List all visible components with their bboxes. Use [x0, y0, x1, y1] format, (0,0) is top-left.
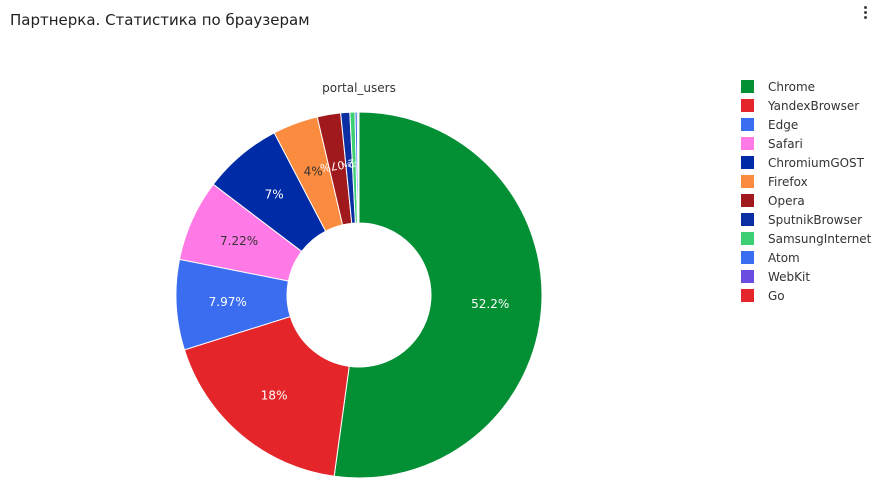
slice-label-chrome: 52.2% — [471, 297, 509, 311]
legend-label: ChromiumGOST — [768, 155, 865, 170]
legend-item-yandexbrowser[interactable]: YandexBrowser — [741, 96, 871, 115]
legend-label: Firefox — [768, 174, 808, 189]
legend-swatch — [741, 80, 754, 93]
legend-swatch — [741, 270, 754, 283]
slice-group — [175, 111, 543, 479]
slice-label-firefox: 4% — [304, 165, 323, 179]
slice-label-opera: 2.07% — [319, 156, 356, 175]
slice-chrome[interactable] — [333, 111, 543, 479]
legend-item-safari[interactable]: Safari — [741, 134, 871, 153]
legend-item-go[interactable]: Go — [741, 286, 871, 305]
legend-label: WebKit — [768, 269, 811, 284]
legend-label: SputnikBrowser — [768, 212, 863, 227]
legend-item-chromiumgost[interactable]: ChromiumGOST — [741, 153, 871, 172]
legend-item-opera[interactable]: Opera — [741, 191, 871, 210]
chart-legend: Chrome YandexBrowser Edge Safari ChromiumGOS… — [741, 77, 871, 305]
legend-label: Go — [768, 288, 785, 303]
slice-label-edge: 7.97% — [209, 295, 247, 309]
legend-item-edge[interactable]: Edge — [741, 115, 871, 134]
panel-title: Партнерка. Статистика по браузерам — [10, 11, 310, 29]
slice-label-chromiumgost: 7% — [265, 188, 284, 202]
legend-swatch — [741, 251, 754, 264]
legend-swatch — [741, 175, 754, 188]
legend-label: Edge — [768, 117, 799, 132]
slice-yandexbrowser[interactable] — [183, 315, 350, 477]
legend-item-sputnikbrowser[interactable]: SputnikBrowser — [741, 210, 871, 229]
legend-swatch — [741, 137, 754, 150]
slice-go[interactable] — [357, 111, 360, 224]
legend-item-samsunginternet[interactable]: SamsungInternet — [741, 229, 871, 248]
chart-title: portal_users — [322, 81, 396, 95]
legend-swatch — [741, 156, 754, 169]
label-group: 52.2% 18% 7.97% 7.22% 7% 4%2.07%0.8% — [209, 156, 510, 402]
legend-item-chrome[interactable]: Chrome — [741, 77, 871, 96]
legend-label: Chrome — [768, 79, 816, 94]
slice-label-safari: 7.22% — [220, 234, 258, 248]
legend-swatch — [741, 289, 754, 302]
legend-item-firefox[interactable]: Firefox — [741, 172, 871, 191]
legend-swatch — [741, 194, 754, 207]
legend-label: SamsungInternet — [768, 231, 872, 246]
legend-swatch — [741, 118, 754, 131]
vertical-dots-icon[interactable] — [858, 4, 872, 24]
legend-swatch — [741, 213, 754, 226]
legend-label: YandexBrowser — [768, 98, 860, 113]
legend-label: Atom — [768, 250, 800, 265]
legend-item-atom[interactable]: Atom — [741, 248, 871, 267]
legend-swatch — [741, 232, 754, 245]
legend-label: Opera — [768, 193, 805, 208]
slice-label-sputnikbrowser: 0.8% — [341, 160, 357, 168]
legend-swatch — [741, 99, 754, 112]
legend-label: Safari — [768, 136, 803, 151]
legend-item-webkit[interactable]: WebKit — [741, 267, 871, 286]
slice-label-yandexbrowser: 18% — [261, 388, 288, 402]
